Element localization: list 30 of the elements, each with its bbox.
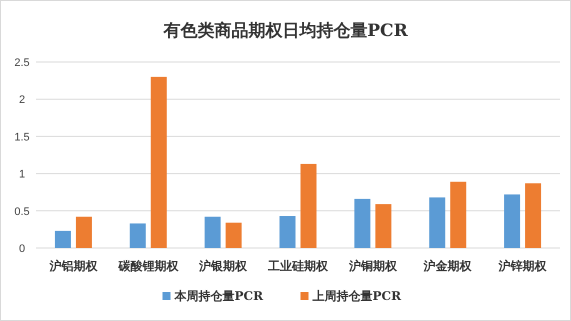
bar xyxy=(429,197,446,248)
bar xyxy=(300,164,316,248)
y-tick-label: 2.5 xyxy=(14,57,30,69)
bar xyxy=(150,76,167,248)
x-tick-label: 沪银期权 xyxy=(198,259,248,273)
legend-label: 上周持仓量PCR xyxy=(312,289,402,303)
x-tick-label: 碳酸锂期权 xyxy=(117,259,180,273)
bar xyxy=(204,216,221,248)
bar xyxy=(504,194,520,248)
chart-title: 有色类商品期权日均持仓量PCR xyxy=(162,21,409,41)
y-tick-label: 0.5 xyxy=(14,206,30,218)
bar xyxy=(130,223,146,248)
bar xyxy=(280,216,296,248)
y-tick-label: 0 xyxy=(18,243,26,255)
y-tick-label: 1.5 xyxy=(14,131,30,144)
bar xyxy=(375,204,392,248)
x-tick-label: 沪铝期权 xyxy=(48,259,98,273)
y-tick-label: 2 xyxy=(18,94,26,106)
bar xyxy=(525,183,542,248)
legend-label: 本周持仓量PCR xyxy=(174,289,264,303)
x-tick-label: 沪金期权 xyxy=(422,259,473,273)
bar xyxy=(226,222,242,248)
bar xyxy=(354,198,370,248)
bar xyxy=(450,182,466,248)
bar xyxy=(54,230,71,248)
y-tick-label: 1 xyxy=(18,168,26,181)
bar xyxy=(76,216,92,248)
x-tick-label: 工业硅期权 xyxy=(267,259,329,273)
x-tick-label: 沪锌期权 xyxy=(498,259,548,273)
x-tick-label: 沪铜期权 xyxy=(348,259,398,273)
